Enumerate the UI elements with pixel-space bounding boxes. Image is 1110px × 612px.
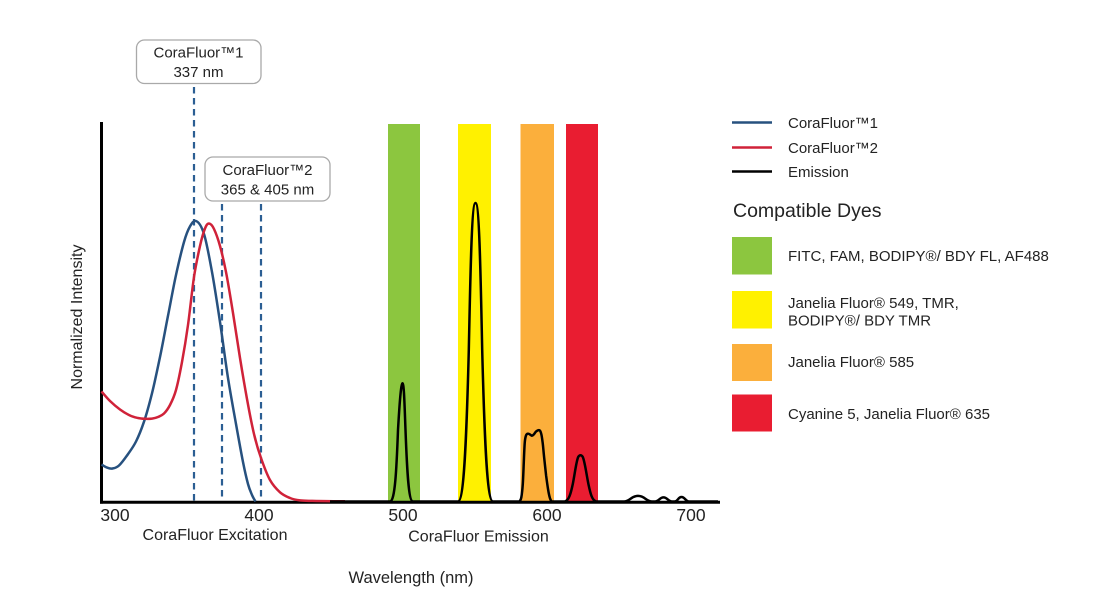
svg-text:Wavelength (nm): Wavelength (nm) [348,569,473,587]
svg-text:365 & 405 nm: 365 & 405 nm [221,182,314,199]
svg-text:CoraFluor™2: CoraFluor™2 [788,140,878,157]
svg-text:500: 500 [388,505,417,525]
svg-text:300: 300 [100,505,129,525]
svg-text:600: 600 [532,505,561,525]
svg-text:CoraFluor™1: CoraFluor™1 [153,45,243,62]
svg-text:Cyanine 5, Janelia Fluor® 635: Cyanine 5, Janelia Fluor® 635 [788,406,990,423]
svg-text:337 nm: 337 nm [173,64,223,81]
svg-text:CoraFluor™1: CoraFluor™1 [788,115,878,132]
svg-text:Compatible Dyes: Compatible Dyes [733,200,882,222]
svg-text:Janelia Fluor® 585: Janelia Fluor® 585 [788,354,914,371]
svg-text:Janelia Fluor® 549, TMR,: Janelia Fluor® 549, TMR, [788,295,959,312]
svg-text:BODIPY®/ BDY TMR: BODIPY®/ BDY TMR [788,313,931,330]
svg-text:CoraFluor Excitation: CoraFluor Excitation [143,527,288,544]
svg-text:Normalized Intensity: Normalized Intensity [69,245,86,390]
svg-text:CoraFluor Emission: CoraFluor Emission [408,529,548,546]
svg-text:FITC, FAM, BODIPY®/ BDY FL, AF: FITC, FAM, BODIPY®/ BDY FL, AF488 [788,248,1049,265]
svg-text:700: 700 [676,505,705,525]
svg-text:Emission: Emission [788,164,849,181]
svg-text:400: 400 [244,505,273,525]
svg-text:CoraFluor™2: CoraFluor™2 [222,162,312,179]
